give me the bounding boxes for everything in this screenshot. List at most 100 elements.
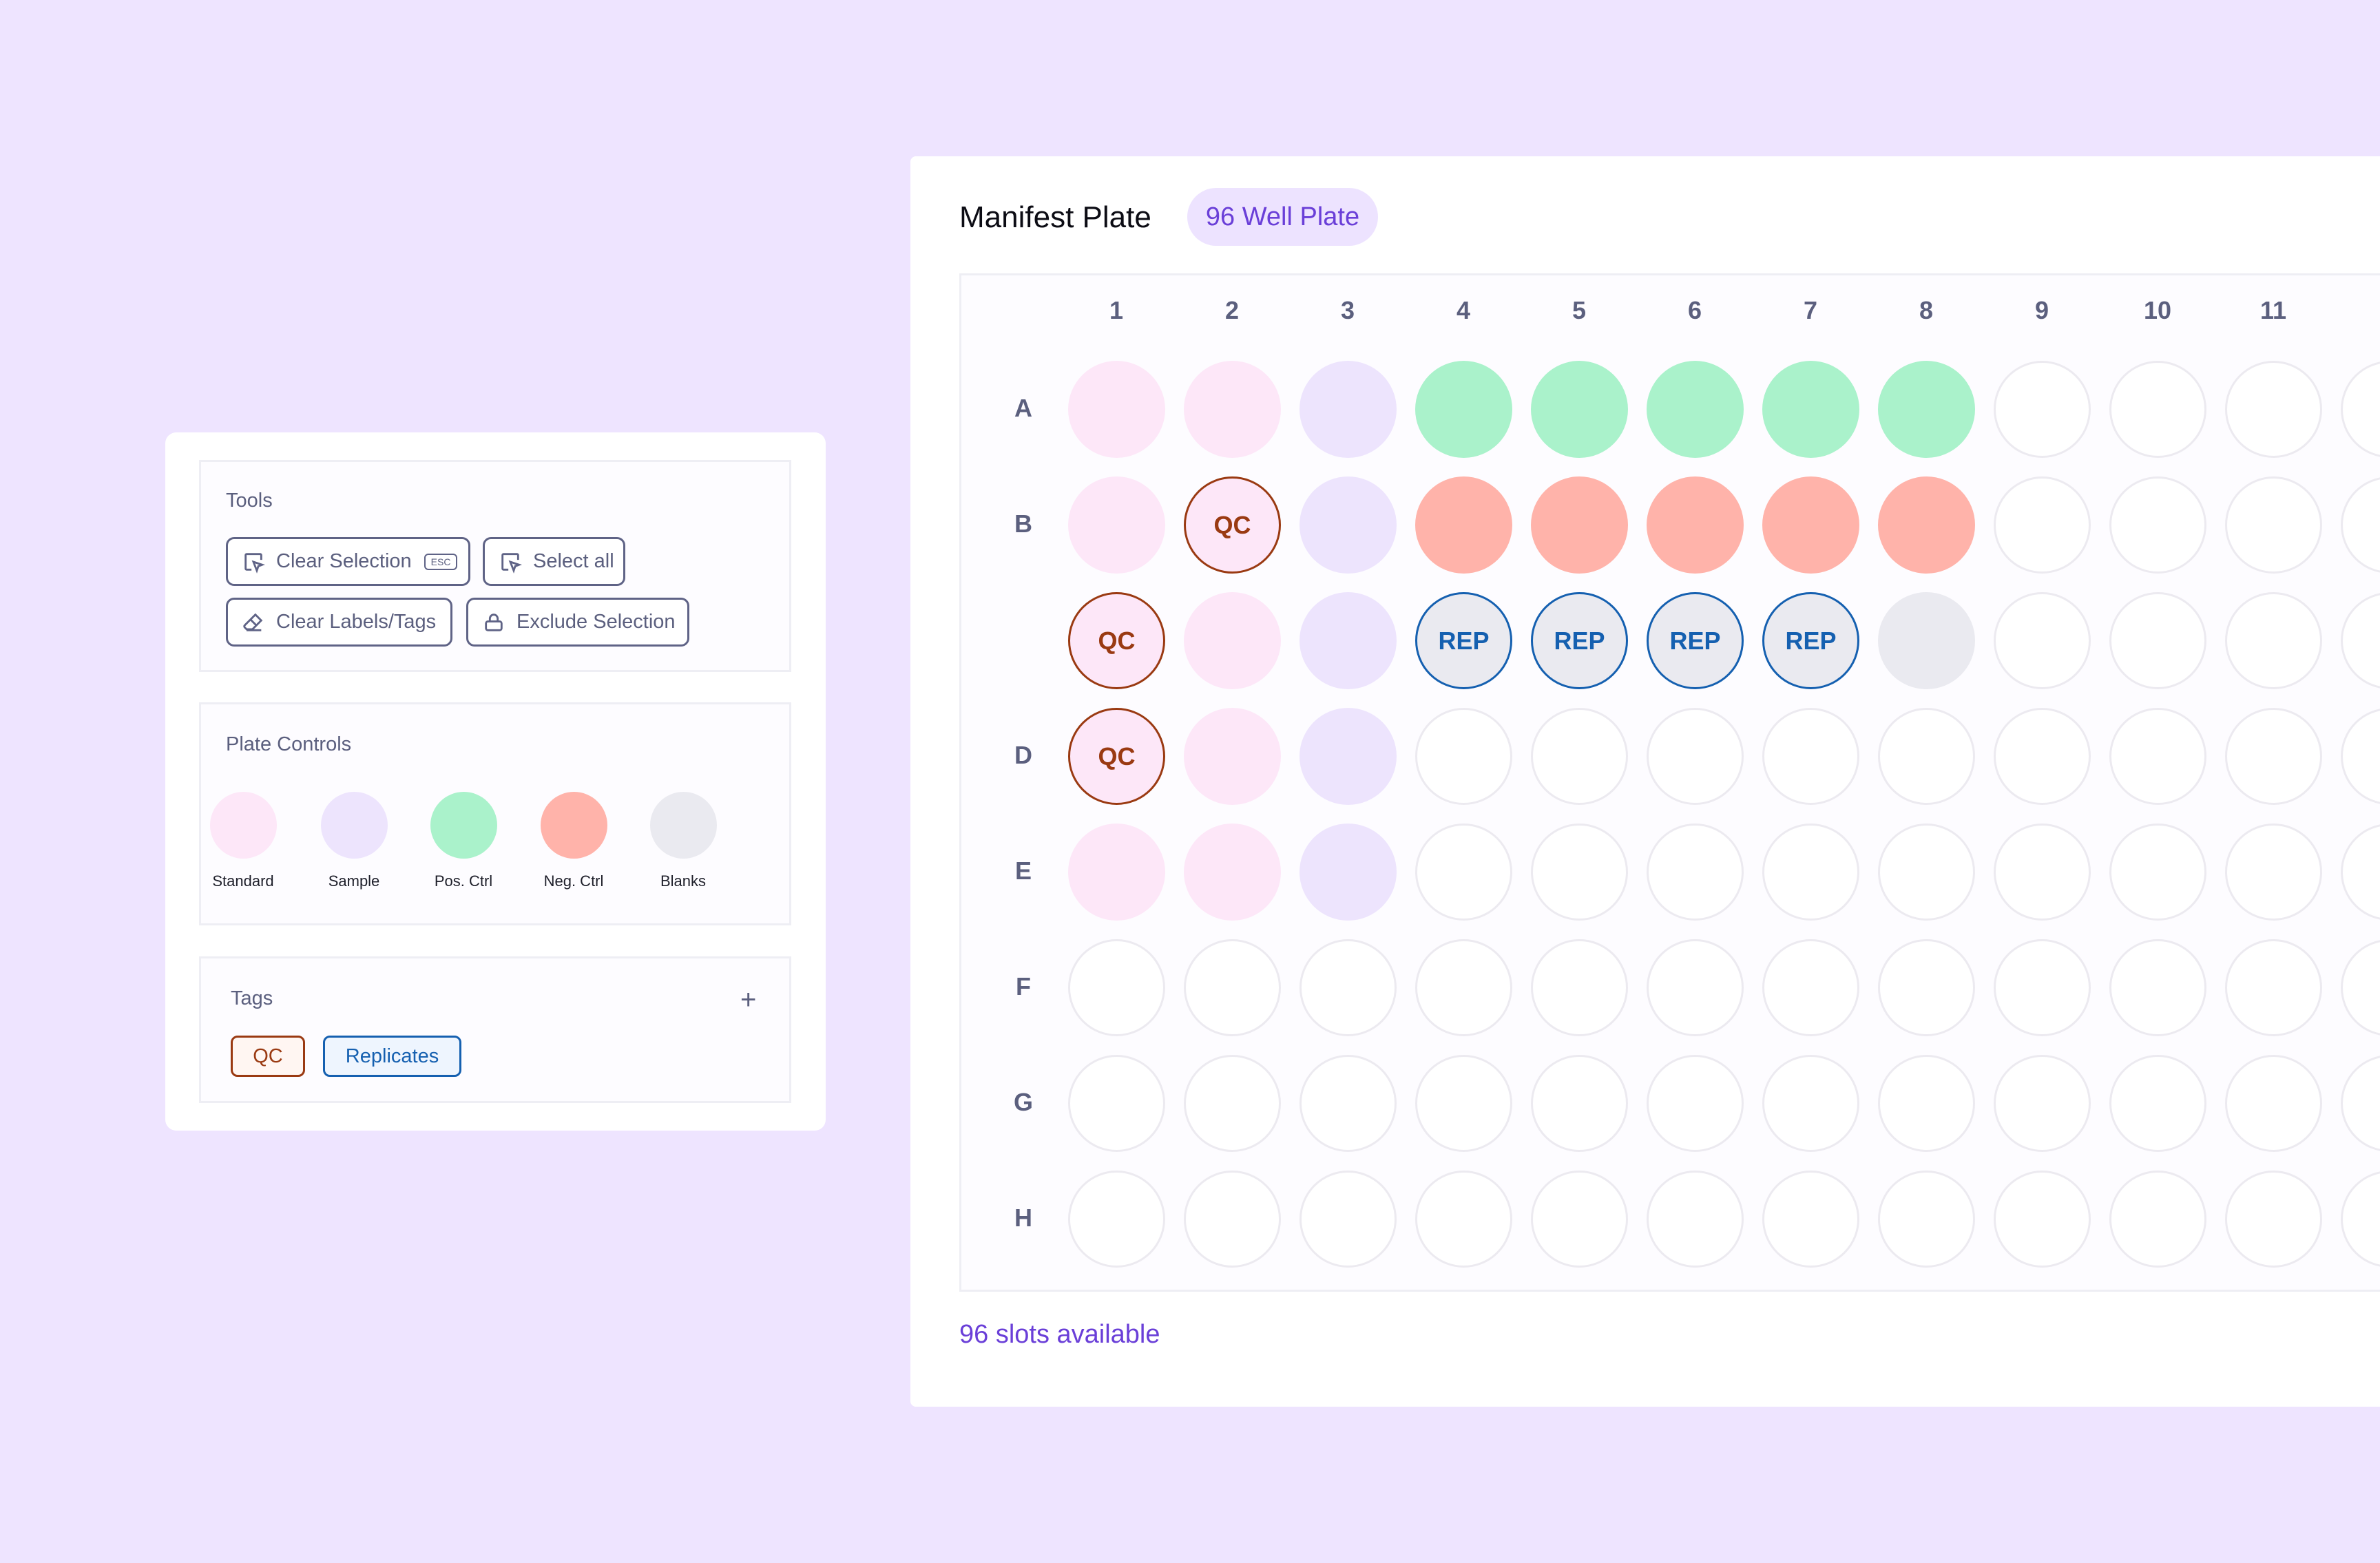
well[interactable] [1878, 1055, 1975, 1152]
well[interactable] [1184, 939, 1281, 1036]
well[interactable] [1068, 824, 1165, 921]
well[interactable] [1184, 824, 1281, 921]
well[interactable] [1184, 592, 1281, 689]
well[interactable] [1531, 1055, 1628, 1152]
clear-labels-button[interactable]: Clear Labels/Tags [226, 598, 452, 647]
well[interactable] [2109, 592, 2206, 689]
well[interactable] [1068, 1171, 1165, 1268]
well[interactable] [1647, 361, 1744, 458]
well[interactable] [1762, 824, 1859, 921]
well[interactable] [1068, 1055, 1165, 1152]
well[interactable]: REP [1762, 592, 1859, 689]
well[interactable] [1415, 708, 1512, 805]
well[interactable] [1994, 1171, 2091, 1268]
well[interactable] [1299, 1055, 1397, 1152]
well[interactable] [1994, 361, 2091, 458]
well[interactable] [2109, 1171, 2206, 1268]
well[interactable] [1531, 824, 1628, 921]
well[interactable] [1299, 1171, 1397, 1268]
well[interactable] [1184, 708, 1281, 805]
legend-item-pos-ctrl[interactable]: Pos. Ctrl [408, 792, 519, 890]
well[interactable] [1184, 1171, 1281, 1268]
well[interactable] [2341, 1055, 2380, 1152]
well[interactable] [1994, 939, 2091, 1036]
well[interactable] [2341, 476, 2380, 574]
well[interactable]: QC [1068, 708, 1165, 805]
well[interactable] [1647, 476, 1744, 574]
well[interactable] [1415, 824, 1512, 921]
well[interactable] [1994, 1055, 2091, 1152]
well[interactable]: REP [1647, 592, 1744, 689]
well[interactable] [1762, 939, 1859, 1036]
legend-item-standard[interactable]: Standard [188, 792, 298, 890]
well[interactable] [2109, 476, 2206, 574]
well[interactable] [1068, 939, 1165, 1036]
legend-item-blanks[interactable]: Blanks [628, 792, 738, 890]
well[interactable] [1531, 1171, 1628, 1268]
well[interactable] [1878, 476, 1975, 574]
well[interactable] [1762, 476, 1859, 574]
well[interactable] [2225, 1171, 2322, 1268]
exclude-selection-button[interactable]: Exclude Selection [466, 598, 689, 647]
well[interactable] [1762, 1055, 1859, 1152]
well[interactable] [1878, 1171, 1975, 1268]
well[interactable] [2109, 361, 2206, 458]
well[interactable] [1762, 1171, 1859, 1268]
well[interactable] [1647, 1171, 1744, 1268]
well[interactable]: REP [1415, 592, 1512, 689]
well[interactable] [1184, 361, 1281, 458]
well[interactable] [1415, 361, 1512, 458]
well[interactable] [2225, 824, 2322, 921]
tag-chip-replicates[interactable]: Replicates [323, 1036, 461, 1077]
well[interactable] [2225, 361, 2322, 458]
well[interactable]: QC [1068, 592, 1165, 689]
well[interactable] [1068, 476, 1165, 574]
well[interactable] [1994, 708, 2091, 805]
well[interactable] [1299, 824, 1397, 921]
well[interactable] [1299, 361, 1397, 458]
well[interactable] [1299, 939, 1397, 1036]
well[interactable] [1415, 939, 1512, 1036]
well[interactable] [2109, 1055, 2206, 1152]
well[interactable] [2341, 361, 2380, 458]
well[interactable] [1878, 824, 1975, 921]
well[interactable] [2225, 592, 2322, 689]
well[interactable] [2109, 708, 2206, 805]
well[interactable] [1299, 476, 1397, 574]
legend-item-sample[interactable]: Sample [299, 792, 409, 890]
well[interactable] [1762, 361, 1859, 458]
well[interactable] [1994, 592, 2091, 689]
well[interactable] [2341, 592, 2380, 689]
well[interactable] [1878, 939, 1975, 1036]
well[interactable] [1531, 476, 1628, 574]
well[interactable] [1878, 708, 1975, 805]
well[interactable] [1647, 708, 1744, 805]
well[interactable] [2341, 708, 2380, 805]
well[interactable] [1994, 824, 2091, 921]
well[interactable] [1647, 939, 1744, 1036]
well[interactable] [1184, 1055, 1281, 1152]
well[interactable] [2109, 824, 2206, 921]
clear-selection-button[interactable]: Clear Selection ESC [226, 537, 470, 586]
legend-item-neg-ctrl[interactable]: Neg. Ctrl [519, 792, 629, 890]
well[interactable] [1531, 708, 1628, 805]
well[interactable] [1299, 708, 1397, 805]
well[interactable] [1994, 476, 2091, 574]
well[interactable] [1878, 361, 1975, 458]
well[interactable] [1647, 824, 1744, 921]
well[interactable] [2109, 939, 2206, 1036]
select-all-button[interactable]: Select all [483, 537, 625, 586]
well[interactable] [2225, 476, 2322, 574]
well[interactable] [1762, 708, 1859, 805]
well[interactable]: REP [1531, 592, 1628, 689]
well[interactable] [1415, 1171, 1512, 1268]
well[interactable] [1415, 476, 1512, 574]
well[interactable] [1415, 1055, 1512, 1152]
well[interactable] [1068, 361, 1165, 458]
well[interactable] [2225, 939, 2322, 1036]
well[interactable] [1299, 592, 1397, 689]
well[interactable] [2225, 1055, 2322, 1152]
well[interactable] [1531, 939, 1628, 1036]
well[interactable] [1878, 592, 1975, 689]
well[interactable] [1647, 1055, 1744, 1152]
